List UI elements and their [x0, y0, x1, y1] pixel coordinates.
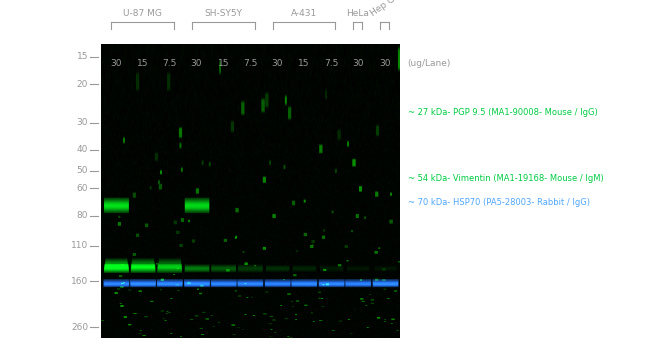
Text: HeLa: HeLa — [346, 9, 369, 18]
Text: 30: 30 — [272, 59, 283, 68]
Text: 7.5: 7.5 — [324, 59, 338, 68]
Text: ~ 70 kDa- HSP70 (PA5-28003- Rabbit / IgG): ~ 70 kDa- HSP70 (PA5-28003- Rabbit / IgG… — [408, 198, 590, 207]
Text: 30: 30 — [190, 59, 202, 68]
Text: ~ 27 kDa- PGP 9.5 (MA1-90008- Mouse / IgG): ~ 27 kDa- PGP 9.5 (MA1-90008- Mouse / Ig… — [408, 108, 598, 117]
Text: 110: 110 — [71, 241, 88, 250]
Text: 7.5: 7.5 — [162, 59, 177, 68]
Text: 60: 60 — [77, 184, 88, 193]
Text: 30: 30 — [77, 118, 88, 127]
Text: ~ 54 kDa- Vimentin (MA1-19168- Mouse / IgM): ~ 54 kDa- Vimentin (MA1-19168- Mouse / I… — [408, 174, 604, 183]
Text: 15: 15 — [218, 59, 229, 68]
Text: A-431: A-431 — [291, 9, 317, 18]
Text: SH-SY5Y: SH-SY5Y — [204, 9, 242, 18]
Text: 20: 20 — [77, 80, 88, 89]
Text: 15: 15 — [77, 52, 88, 61]
Text: 40: 40 — [77, 145, 88, 154]
Text: 160: 160 — [71, 277, 88, 286]
Text: 15: 15 — [137, 59, 148, 68]
Text: 30: 30 — [379, 59, 391, 68]
Text: Hep G2: Hep G2 — [369, 0, 401, 18]
Text: 260: 260 — [71, 323, 88, 332]
Text: (ug/Lane): (ug/Lane) — [407, 59, 450, 68]
Text: 30: 30 — [352, 59, 363, 68]
Text: 80: 80 — [77, 211, 88, 220]
Text: 15: 15 — [298, 59, 310, 68]
Text: 50: 50 — [77, 166, 88, 175]
Text: 7.5: 7.5 — [243, 59, 257, 68]
Text: 30: 30 — [110, 59, 122, 68]
Text: U-87 MG: U-87 MG — [123, 9, 162, 18]
